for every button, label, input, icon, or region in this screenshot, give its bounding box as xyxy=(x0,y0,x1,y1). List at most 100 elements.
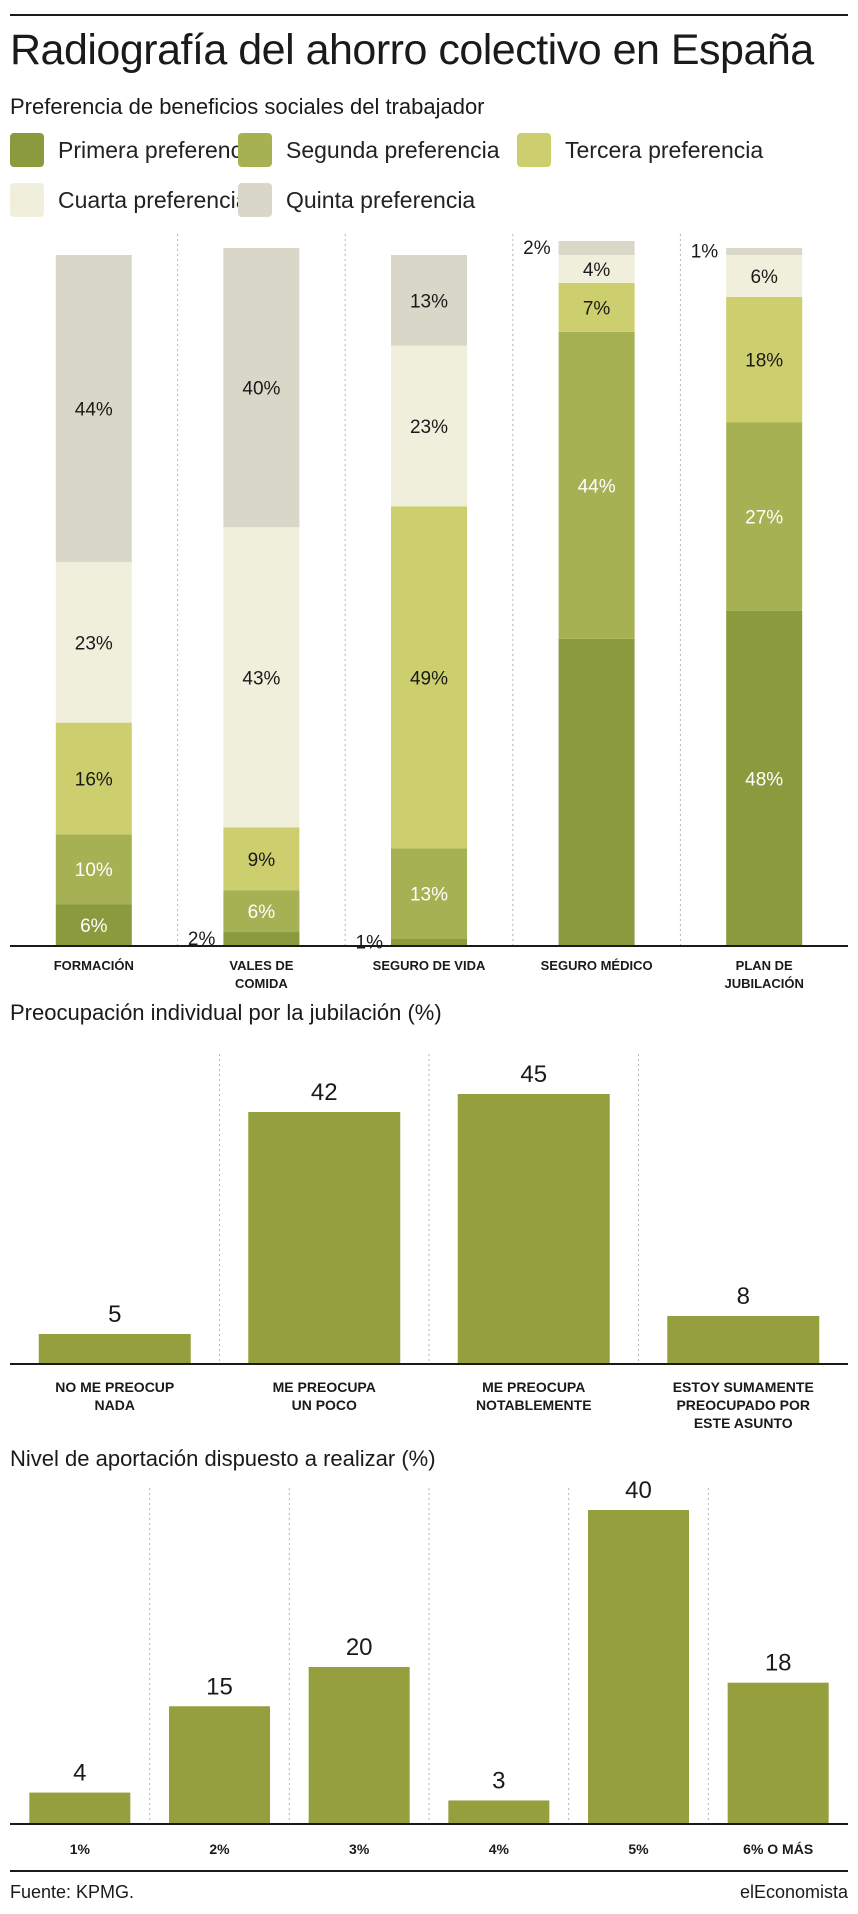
category-label: UN POCO xyxy=(292,1397,357,1413)
category-label: 5% xyxy=(628,1841,649,1857)
page-title: Radiografía del ahorro colectivo en Espa… xyxy=(10,26,814,74)
data-label: 4% xyxy=(583,260,611,281)
bar xyxy=(727,1682,829,1824)
legend-swatch-primera xyxy=(10,133,44,167)
data-label: 1% xyxy=(691,241,719,262)
data-label: 44% xyxy=(75,400,113,421)
bar-segment xyxy=(558,331,635,639)
category-label: PREOCUPADO POR xyxy=(676,1397,810,1413)
bar-segment xyxy=(391,848,467,940)
bar-segment xyxy=(391,254,467,346)
legend-item-tercera: Tercera preferencia xyxy=(517,132,763,168)
category-label: PLAN DE xyxy=(736,958,793,973)
bar-segment xyxy=(55,722,132,835)
chart2-title: Preocupación individual por la jubilació… xyxy=(10,1000,442,1025)
data-label: 1% xyxy=(356,933,384,954)
data-label: 40 xyxy=(625,1480,652,1504)
category-label: 6% O MÁS xyxy=(743,1841,813,1857)
data-label: 6% xyxy=(750,267,778,288)
bar-segment xyxy=(55,834,132,905)
category-label: ME PREOCUPA xyxy=(482,1379,585,1395)
data-label: 48% xyxy=(745,769,783,790)
data-label: 8 xyxy=(737,1283,750,1310)
bar xyxy=(667,1316,820,1364)
legend-swatch-tercera xyxy=(517,133,551,167)
legend: Primera preferencia Segunda preferencia … xyxy=(10,132,848,224)
bar xyxy=(38,1334,191,1364)
top-rule xyxy=(10,14,848,16)
legend-item-quinta: Quinta preferencia xyxy=(238,182,475,218)
category-label: VALES DE xyxy=(229,958,293,973)
data-label: 23% xyxy=(75,633,113,654)
bar-segment xyxy=(391,939,467,946)
bar-segment xyxy=(558,241,635,255)
category-label: ME PREOCUPA xyxy=(273,1379,376,1395)
category-label: ESTE ASUNTO xyxy=(694,1415,793,1431)
bar-segment xyxy=(726,296,803,423)
bar-segment xyxy=(223,932,300,946)
legend-item-primera: Primera preferencia xyxy=(10,132,260,168)
category-label: 2% xyxy=(209,1841,230,1857)
data-label: 44% xyxy=(578,476,616,497)
data-label: 10% xyxy=(75,860,113,881)
legend-item-segunda: Segunda preferencia xyxy=(238,132,500,168)
bar-segment xyxy=(391,345,467,507)
data-label: 45 xyxy=(520,1061,547,1088)
bottom-rule xyxy=(10,1870,848,1872)
bar xyxy=(308,1667,410,1824)
category-label: SEGURO MÉDICO xyxy=(541,958,653,973)
bar-segment xyxy=(223,890,300,933)
data-label: 16% xyxy=(75,769,113,790)
bar xyxy=(248,1112,401,1364)
category-label: COMIDA xyxy=(235,976,288,991)
bar-segment xyxy=(55,904,132,946)
data-label: 27% xyxy=(745,508,783,529)
legend-label: Tercera preferencia xyxy=(565,136,764,163)
category-label: SEGURO DE VIDA xyxy=(373,958,486,973)
chart1-title: Preferencia de beneficios sociales del t… xyxy=(10,94,485,119)
bar-chart-preocupacion: 5 NO ME PREOCUP NADA 42 ME PREOCUPA UN POCO 45… xyxy=(10,1054,848,1431)
bar-chart-aportacion: 4 1% 15 2% 20 3% 3 4% 40 5% 18 6% O MÁS xyxy=(10,1480,848,1857)
bar-segment xyxy=(391,506,467,849)
bar-segment xyxy=(223,248,300,528)
data-label: 23% xyxy=(410,417,448,438)
bar-segment xyxy=(726,422,803,611)
category-label: ESTOY SUMAMENTE xyxy=(673,1379,814,1395)
bar-segment xyxy=(558,282,635,332)
category-label: NOTABLEMENTE xyxy=(476,1397,592,1413)
data-label: 7% xyxy=(583,298,611,319)
legend-label: Primera preferencia xyxy=(58,136,260,163)
category-label: 3% xyxy=(349,1841,370,1857)
brand-logo: elEconomista xyxy=(739,1882,848,1902)
bar-segment xyxy=(726,254,803,297)
category-label: FORMACIÓN xyxy=(54,958,134,973)
data-label: 4 xyxy=(73,1760,86,1787)
source-note: Fuente: KPMG. xyxy=(10,1882,135,1902)
legend-swatch-cuarta xyxy=(10,183,44,217)
data-label: 43% xyxy=(242,668,280,689)
bar xyxy=(457,1094,610,1364)
data-label: 5 xyxy=(108,1301,121,1328)
data-label: 20 xyxy=(346,1634,373,1661)
legend-item-cuarta: Cuarta preferencia xyxy=(10,182,249,218)
data-label: 2% xyxy=(188,929,216,950)
data-label: 13% xyxy=(410,885,448,906)
category-label: JUBILACIÓN xyxy=(724,976,803,991)
legend-label: Segunda preferencia xyxy=(286,136,500,163)
bar-segment xyxy=(55,562,132,723)
category-label: 1% xyxy=(70,1841,91,1857)
bar xyxy=(588,1510,689,1824)
bar-segment xyxy=(223,527,300,828)
data-label: 13% xyxy=(410,291,448,312)
bar-segment xyxy=(726,248,803,255)
bar-segment xyxy=(558,254,635,283)
bar xyxy=(448,1800,550,1824)
data-label: 18 xyxy=(765,1650,792,1677)
data-label: 18% xyxy=(745,351,783,372)
bar xyxy=(169,1706,270,1824)
data-label: 9% xyxy=(248,850,276,871)
legend-label: Quinta preferencia xyxy=(286,186,476,213)
bar xyxy=(29,1792,131,1824)
data-label: 40% xyxy=(242,379,280,400)
data-label: 15 xyxy=(206,1673,233,1700)
